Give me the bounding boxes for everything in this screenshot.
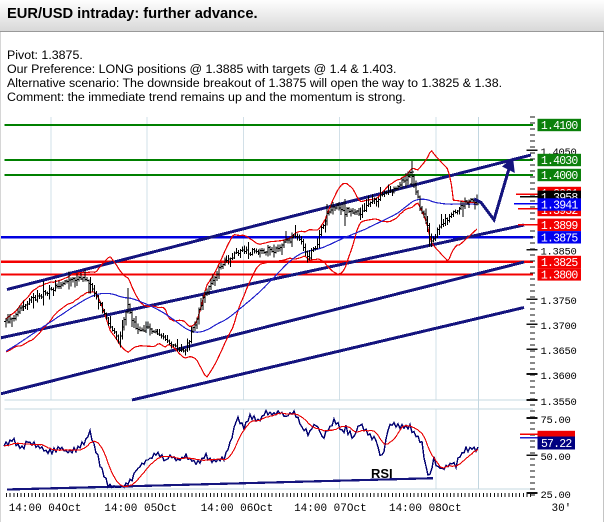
svg-text:1.3899: 1.3899	[541, 220, 579, 233]
svg-text:1.3875: 1.3875	[541, 232, 579, 245]
svg-text:14:00 06Oct: 14:00 06Oct	[201, 503, 274, 515]
svg-text:50.00: 50.00	[541, 452, 571, 464]
svg-text:1.3600: 1.3600	[541, 371, 577, 383]
svg-text:1.3700: 1.3700	[541, 321, 577, 333]
svg-text:75.00: 75.00	[541, 415, 571, 427]
svg-text:1.3800: 1.3800	[541, 270, 579, 283]
svg-text:1.3941: 1.3941	[541, 200, 579, 213]
svg-text:30': 30'	[551, 503, 571, 515]
svg-text:1.3750: 1.3750	[541, 296, 577, 308]
svg-text:57.22: 57.22	[541, 438, 572, 451]
svg-text:1.3650: 1.3650	[541, 346, 577, 358]
svg-text:1.4100: 1.4100	[541, 120, 579, 133]
svg-text:14:00 07Oct: 14:00 07Oct	[294, 503, 367, 515]
svg-text:1.3825: 1.3825	[541, 257, 579, 270]
svg-text:1.4000: 1.4000	[541, 170, 579, 183]
svg-text:1.4030: 1.4030	[541, 155, 579, 168]
svg-text:25.00: 25.00	[541, 490, 571, 502]
svg-text:14:00 08Oct: 14:00 08Oct	[389, 503, 462, 515]
svg-text:14:00 04Oct: 14:00 04Oct	[9, 503, 82, 515]
svg-text:1.3550: 1.3550	[541, 397, 577, 409]
svg-text:RSI: RSI	[371, 466, 393, 481]
svg-text:14:00 05Oct: 14:00 05Oct	[104, 503, 177, 515]
svg-text:1.3850: 1.3850	[541, 247, 577, 259]
